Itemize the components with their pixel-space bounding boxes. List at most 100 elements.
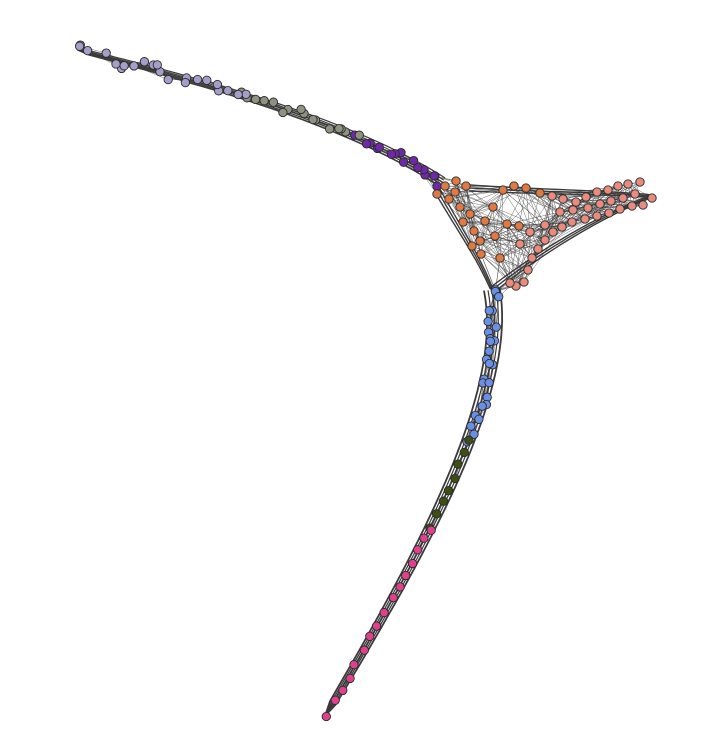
graph-node-c5: [627, 201, 637, 211]
graph-edge: [444, 185, 464, 223]
graph-node-c5: [613, 181, 623, 191]
graph-node-c8: [349, 660, 359, 670]
graph-node-c8: [413, 545, 423, 555]
graph-node-c5: [515, 239, 525, 249]
graph-node-c5: [568, 205, 578, 215]
graph-node-c5: [638, 200, 648, 210]
graph-node-c8: [379, 607, 389, 618]
graph-node-c5: [618, 193, 628, 203]
graph-edge: [484, 220, 546, 241]
graph-node-c7: [453, 459, 463, 469]
graph-edge: [499, 225, 520, 259]
graph-edge: [551, 195, 587, 198]
graph-node-c5: [533, 244, 543, 254]
graph-node-c4: [480, 216, 490, 226]
graph-node-c4: [514, 221, 524, 231]
graph-node-c5: [604, 208, 614, 218]
graph-edge: [544, 195, 553, 226]
graph-node-c1: [192, 74, 203, 85]
graph-node-c8: [407, 558, 418, 569]
graph-node-c1: [82, 45, 93, 56]
graph-node-c8: [365, 631, 375, 641]
graph-node-c6: [469, 429, 479, 439]
hub-bundle: [433, 190, 493, 291]
graph-node-c8: [321, 711, 331, 722]
graph-node-c5: [603, 185, 613, 195]
graph-node-c8: [345, 673, 355, 684]
graph-node-c5: [635, 177, 645, 187]
graph-edge: [480, 253, 529, 271]
graph-node-c4: [440, 181, 450, 191]
graph-node-c4: [488, 202, 498, 212]
graph-node-c7: [464, 435, 474, 445]
graph-node-c3: [398, 157, 409, 167]
graph-node-c6: [474, 414, 484, 424]
graph-node-c5: [527, 253, 537, 263]
graph-edge: [479, 224, 546, 242]
graph-node-c3: [432, 181, 442, 191]
graph-node-c1: [241, 89, 251, 99]
graph-node-c6: [484, 306, 494, 316]
graph-node-c4: [495, 253, 505, 263]
graph-node-c1: [212, 79, 223, 90]
lower-arm-bundle: [324, 289, 496, 717]
graph-node-c5: [592, 187, 602, 197]
graph-node-c7: [450, 473, 460, 484]
graph-node-c5: [555, 207, 565, 217]
graph-node-c4: [465, 209, 475, 219]
lower-arm-bundle: [324, 290, 492, 717]
graph-node-c7: [459, 447, 469, 458]
graph-node-c6: [466, 421, 476, 431]
graph-node-c4: [458, 217, 468, 227]
graph-node-c6: [483, 316, 493, 327]
graph-edge: [479, 189, 504, 242]
graph-edge: [518, 187, 527, 227]
graph-edge: [519, 195, 553, 245]
graph-node-c1: [223, 85, 233, 96]
graph-node-c3: [429, 171, 439, 181]
graph-node-c5: [606, 196, 616, 206]
graph-edge: [484, 220, 533, 259]
graph-node-c5: [540, 235, 550, 245]
graph-edge: [499, 239, 546, 259]
graph-edge: [515, 231, 531, 287]
graph-edge: [509, 224, 546, 284]
graph-node-c5: [523, 265, 533, 275]
graph-node-c2: [324, 124, 335, 134]
graph-node-c8: [338, 685, 348, 696]
graph-node-c5: [595, 199, 605, 209]
graph-node-c1: [180, 77, 191, 88]
graph-node-c1: [111, 59, 121, 69]
graph-edge: [454, 191, 494, 208]
graph-edge: [479, 185, 515, 242]
graph-node-c2: [296, 104, 306, 115]
graph-node-c1: [74, 41, 85, 51]
graph-node-c8: [371, 621, 382, 631]
graph-node-c5: [583, 203, 593, 213]
graph-node-c6: [484, 358, 495, 369]
graph-edge: [473, 230, 533, 259]
graph-node-c1: [233, 89, 243, 100]
graph-edge: [506, 223, 546, 226]
graph-edge: [480, 206, 494, 255]
graph-node-c4: [450, 187, 460, 197]
graph-edge: [465, 185, 508, 225]
graph-node-c2: [250, 94, 261, 105]
graph-node-c1: [163, 74, 173, 85]
graph-edge: [513, 185, 546, 241]
graph-node-c2: [268, 97, 279, 107]
graph-node-c1: [202, 75, 212, 85]
graph-node-c5: [580, 214, 590, 224]
graph-edge: [525, 187, 563, 228]
graph-node-c3: [361, 139, 372, 149]
graph-node-c4: [461, 181, 471, 191]
graph-node-c5: [519, 277, 529, 287]
graph-node-c6: [484, 346, 494, 356]
graph-node-c3: [386, 149, 397, 159]
graph-node-c8: [401, 570, 411, 581]
graph-node-c3: [413, 162, 423, 173]
spine-layer: [77, 49, 653, 717]
graph-edge: [506, 211, 561, 225]
graph-edge: [469, 189, 504, 215]
graph-node-c7: [431, 509, 442, 519]
